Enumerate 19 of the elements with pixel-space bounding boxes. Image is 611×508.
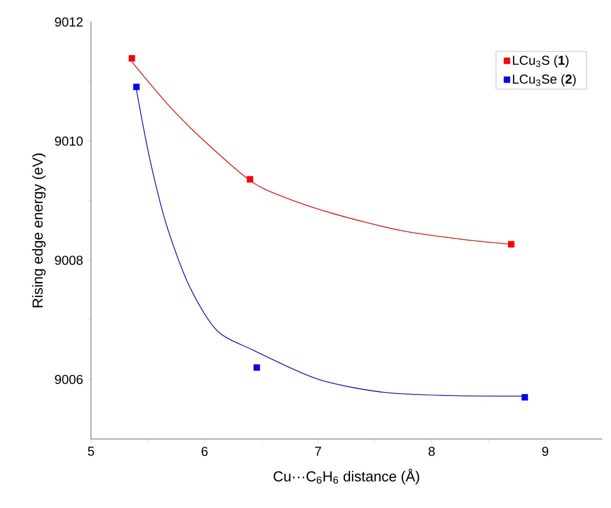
legend-label: LCu$_{3}$Se (2)	[513, 74, 576, 86]
legend-label: LCu$_{3}$S (1)	[513, 55, 569, 68]
y-tick-label: 9010	[55, 136, 83, 146]
x-tick-label: 9	[542, 446, 548, 456]
y-tick-label: 9012	[55, 17, 83, 27]
point	[128, 55, 136, 62]
x-tick-label: 5	[88, 446, 94, 456]
point	[522, 394, 528, 400]
y-tick-label: 9008	[55, 256, 83, 265]
point	[133, 84, 140, 90]
x-tick-label: 6	[202, 446, 208, 456]
x-axis-title: Cu···C$_{6}$H$_{6}$ distance (Å)	[274, 468, 420, 484]
x-tick-label: 7	[315, 446, 322, 456]
x-tick-label: 8	[428, 446, 435, 456]
point	[254, 364, 260, 371]
point	[246, 176, 254, 182]
y-axis-title: Rising edge energy (eV)	[32, 154, 46, 308]
point	[508, 241, 514, 248]
y-tick-label: 9006	[55, 374, 83, 384]
